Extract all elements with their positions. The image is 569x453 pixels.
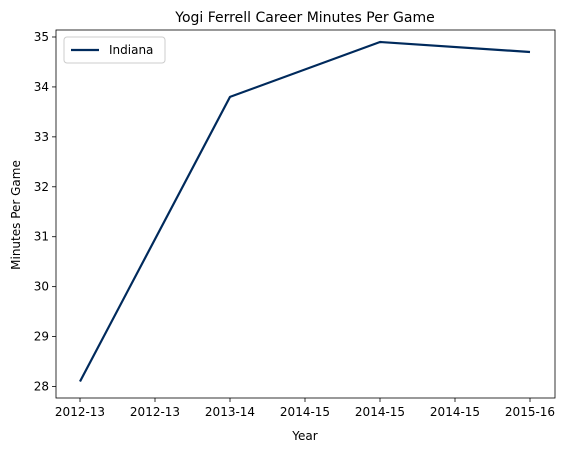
x-tick-label: 2012-13: [130, 405, 180, 419]
y-tick-label: 35: [34, 30, 49, 44]
x-axis: 2012-13 2012-13 2013-14 2014-15 2014-15 2014-…: [55, 398, 555, 419]
y-tick-label: 32: [34, 180, 49, 194]
y-axis: 28 29 30 31 32 33 34 35: [34, 30, 56, 394]
x-tick-label: 2015-16: [505, 405, 555, 419]
legend-label: Indiana: [109, 43, 153, 57]
legend: Indiana: [63, 36, 166, 64]
y-tick-label: 31: [34, 230, 49, 244]
x-tick-label: 2014-15: [430, 405, 480, 419]
y-tick-label: 29: [34, 330, 49, 344]
y-axis-label: Minutes Per Game: [9, 160, 23, 270]
x-tick-label: 2014-15: [355, 405, 405, 419]
axes-frame: [55, 29, 556, 399]
legend-box: [63, 36, 166, 64]
x-tick-label: 2012-13: [55, 405, 105, 419]
chart-title: Yogi Ferrell Career Minutes Per Game: [174, 10, 434, 26]
series-line-indiana: [79, 40, 531, 383]
y-tick-label: 30: [34, 280, 49, 294]
y-tick-label: 33: [34, 130, 49, 144]
plot-area: [55, 29, 556, 399]
x-tick-label: 2013-14: [205, 405, 255, 419]
y-tick-label: 34: [34, 80, 49, 94]
x-axis-label: Year: [291, 429, 317, 443]
y-tick-label: 28: [34, 380, 49, 394]
x-tick-label: 2014-15: [280, 405, 330, 419]
